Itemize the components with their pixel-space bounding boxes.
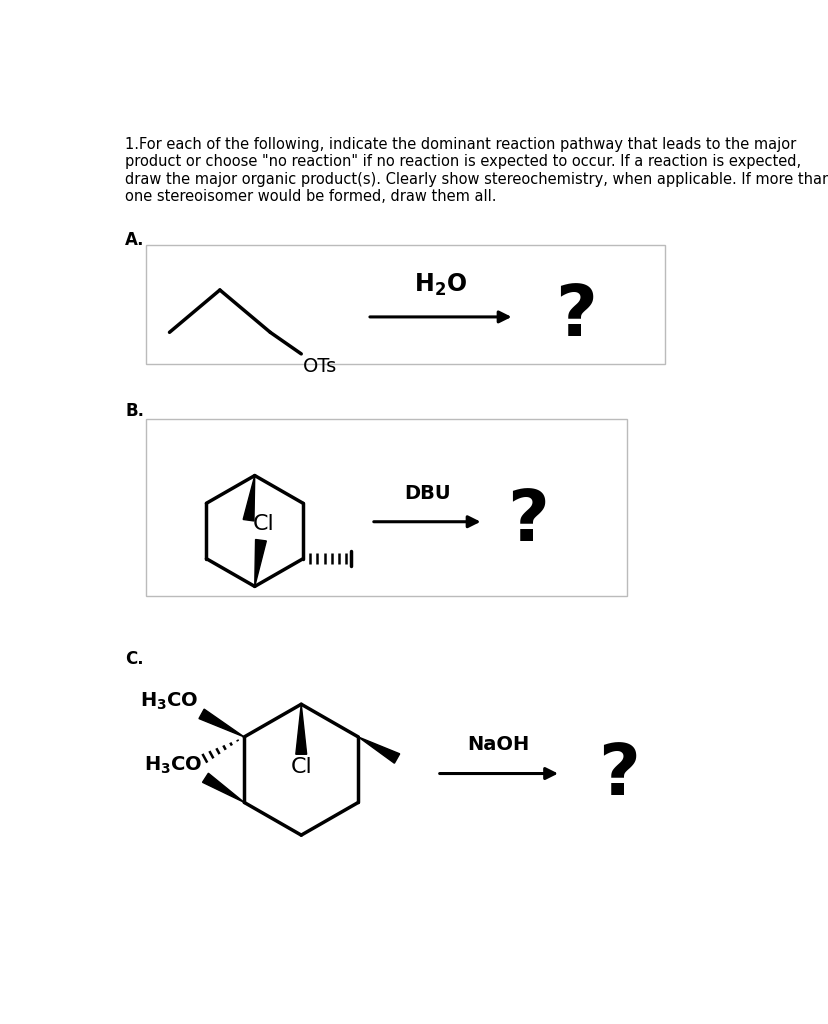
Text: $\mathbf{H_2O}$: $\mathbf{H_2O}$ bbox=[414, 272, 467, 298]
Text: Cl: Cl bbox=[290, 757, 312, 776]
Text: NaOH: NaOH bbox=[467, 735, 529, 755]
Bar bbox=[146, 245, 665, 364]
Text: B.: B. bbox=[125, 402, 144, 421]
Text: A.: A. bbox=[125, 230, 145, 249]
Polygon shape bbox=[243, 475, 254, 521]
Text: Cl: Cl bbox=[253, 514, 275, 535]
Polygon shape bbox=[202, 773, 244, 803]
Polygon shape bbox=[254, 540, 266, 587]
Text: 1.For each of the following, indicate the dominant reaction pathway that leads t: 1.For each of the following, indicate th… bbox=[125, 137, 828, 204]
Text: OTs: OTs bbox=[302, 357, 337, 376]
Polygon shape bbox=[358, 737, 399, 763]
Text: DBU: DBU bbox=[404, 484, 450, 503]
Polygon shape bbox=[296, 705, 306, 755]
Text: C.: C. bbox=[125, 650, 144, 669]
Polygon shape bbox=[199, 710, 244, 737]
Text: ?: ? bbox=[597, 741, 639, 810]
Text: $\mathbf{H_3CO}$: $\mathbf{H_3CO}$ bbox=[140, 691, 198, 713]
Bar bbox=[146, 420, 626, 596]
Text: $\mathbf{H_3CO}$: $\mathbf{H_3CO}$ bbox=[144, 755, 202, 776]
Text: ?: ? bbox=[507, 487, 549, 556]
Text: ?: ? bbox=[555, 283, 597, 351]
